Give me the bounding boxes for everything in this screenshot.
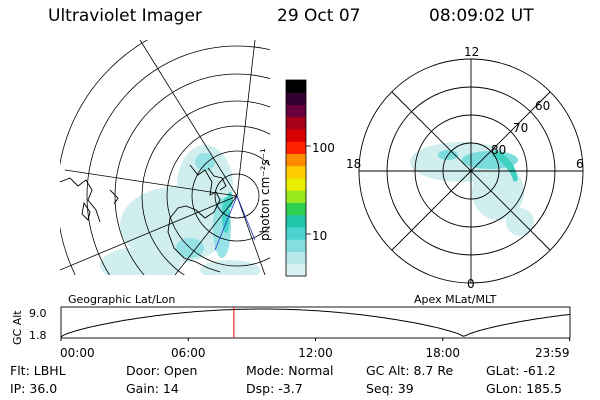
colorbar-segment <box>286 239 306 252</box>
glat-readout: GLat: -61.2 <box>486 363 556 378</box>
altitude-ytick-9: 9.0 <box>29 307 47 320</box>
geographic-map <box>60 40 270 275</box>
colorbar-segment <box>286 263 306 277</box>
polar-lat-label-80: 80 <box>491 143 506 157</box>
colorbar-segment <box>286 129 306 142</box>
colorbar-segment <box>286 92 306 105</box>
polar-mlt-label-12: 12 <box>464 45 479 59</box>
colorbar-segment <box>286 202 306 216</box>
polar-plot-label: Apex MLat/MLT <box>414 293 497 306</box>
geo-map-label: Geographic Lat/Lon <box>68 293 175 306</box>
colorbar-segment <box>286 227 306 240</box>
colorbar-unit-label: photon cm⁻²s⁻¹ <box>258 148 272 241</box>
colorbar-segment <box>286 104 306 118</box>
colorbar-tick-10: 10 <box>312 229 328 243</box>
polar-mlt-label-18: 18 <box>346 157 361 171</box>
geo-latitude-grid <box>60 40 270 275</box>
colorbar-segment <box>286 165 306 179</box>
polar-lat-label-70: 70 <box>513 121 528 135</box>
filter-readout: Flt: LBHL <box>10 363 66 378</box>
altitude-xtick-label: 23:59 <box>535 346 570 360</box>
colorbar-segment <box>286 178 306 191</box>
colorbar-segment <box>286 141 306 154</box>
altitude-panel <box>60 306 571 339</box>
colorbar-segment <box>286 214 306 228</box>
colorbar <box>286 80 311 277</box>
polar-mlt-label-0: 0 <box>467 277 475 291</box>
altitude-xticks: 00:00 06:00 12:00 18:00 23:59 <box>60 338 571 360</box>
gc-alt-readout: GC Alt: 8.7 Re <box>366 363 454 378</box>
gain-readout: Gain: 14 <box>126 381 179 396</box>
altitude-xtick-label: 18:00 <box>425 346 460 360</box>
geo-longitude-grid <box>60 40 266 275</box>
door-readout: Door: Open <box>126 363 198 378</box>
seq-readout: Seq: 39 <box>366 381 414 396</box>
altitude-xtick-label: 00:00 <box>60 346 95 360</box>
glon-readout: GLon: 185.5 <box>486 381 562 396</box>
geo-coastlines <box>60 164 227 273</box>
dsp-readout: Dsp: -3.7 <box>246 381 303 396</box>
altitude-xtick-label: 06:00 <box>171 346 206 360</box>
colorbar-tick-100: 100 <box>312 141 335 155</box>
polar-mlt-label-6: 6 <box>576 157 584 171</box>
polar-lat-label-60: 60 <box>535 99 550 113</box>
altitude-ylabel: GC Alt <box>11 310 24 345</box>
mode-readout: Mode: Normal <box>246 363 334 378</box>
colorbar-segment <box>286 251 306 265</box>
time-label: 08:09:02 UT <box>429 6 534 26</box>
date-label: 29 Oct 07 <box>277 6 361 26</box>
colorbar-segment <box>286 80 306 93</box>
colorbar-segment <box>286 190 306 203</box>
polar-plot <box>358 58 584 284</box>
altitude-xtick-label: 12:00 <box>298 346 333 360</box>
instrument-title: Ultraviolet Imager <box>48 6 202 26</box>
altitude-ytick-1_8: 1.8 <box>29 329 47 342</box>
geo-aurora-emission <box>100 145 260 275</box>
ip-readout: IP: 36.0 <box>10 381 58 396</box>
colorbar-segment <box>286 153 306 167</box>
colorbar-segment <box>286 116 306 130</box>
